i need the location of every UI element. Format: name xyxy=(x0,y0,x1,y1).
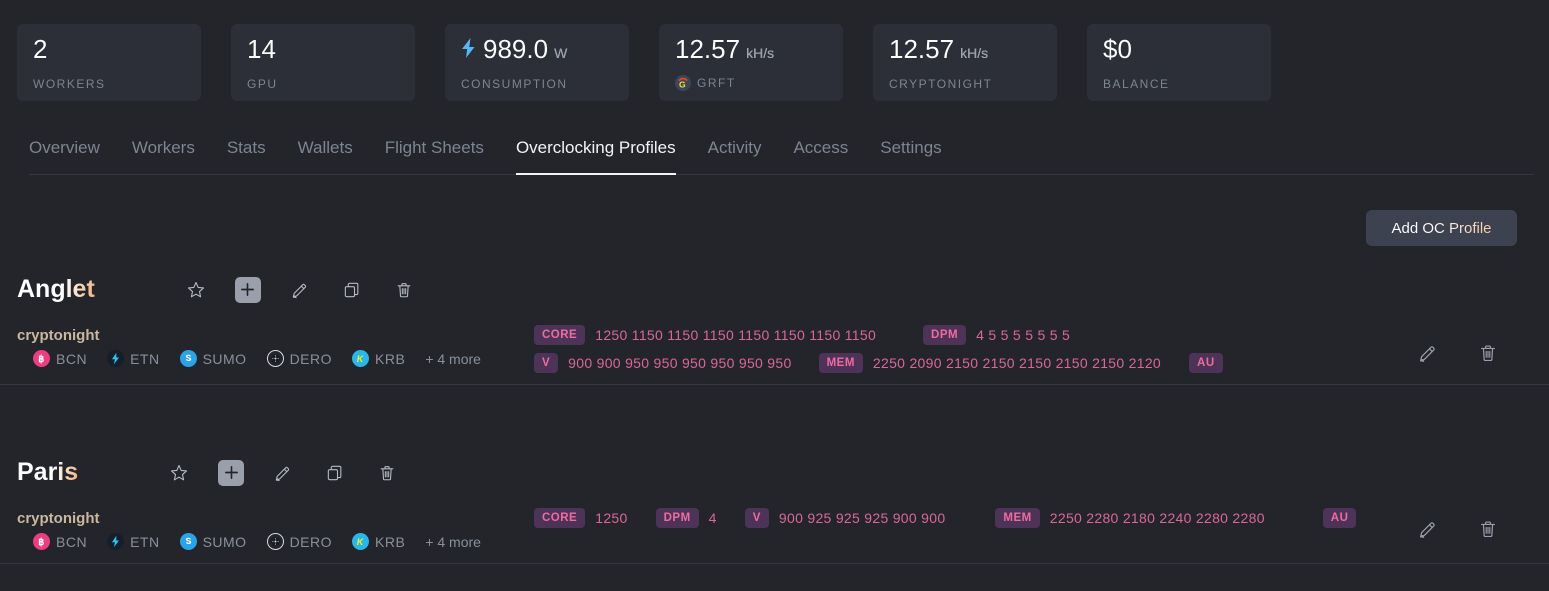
svg-text:K: K xyxy=(357,354,365,364)
svg-text:฿: ฿ xyxy=(38,537,45,548)
svg-text:฿: ฿ xyxy=(38,354,45,365)
svg-text:K: K xyxy=(357,537,365,547)
svg-text:G: G xyxy=(679,79,687,89)
